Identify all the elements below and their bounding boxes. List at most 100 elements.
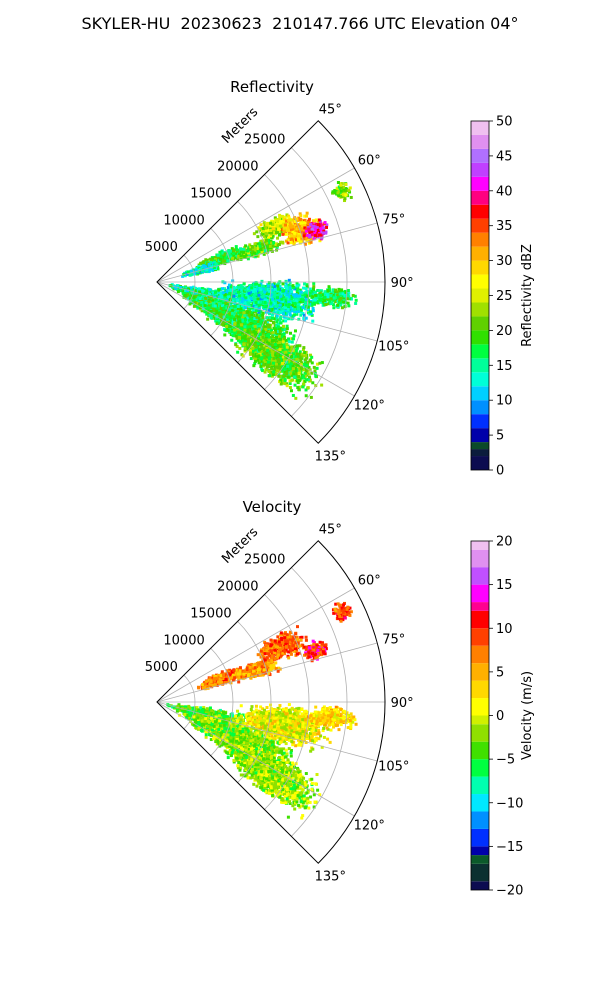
colorbar-tick-label: −15 (496, 840, 523, 855)
echo-cell (256, 625, 308, 662)
colorbar-tick-label: 35 (496, 219, 513, 234)
echo-cell (231, 656, 282, 684)
echo-field (168, 181, 358, 400)
azimuth-tick-label: 135° (315, 449, 346, 464)
colorbar-segment (471, 680, 489, 699)
colorbar-tick-label: 30 (496, 254, 513, 269)
azimuth-tick-label: 90° (391, 276, 414, 291)
colorbar-segment (471, 232, 489, 247)
colorbar-tick-label: 45 (496, 149, 513, 164)
azimuth-tick-label: 60° (358, 573, 381, 588)
colorbar: −20 −15 −10 −5 0 5 10 15 20 Velocity (m/s) (470, 535, 535, 899)
azimuth-tick-label: 105° (378, 339, 409, 354)
echo-cell (214, 278, 322, 323)
colorbar-segment (471, 218, 489, 233)
velocity-panel: Velocity 5000 10000 15000 20000 25000 45° 60° 75… (145, 498, 535, 899)
colorbar-tick-label: 50 (496, 115, 513, 130)
colorbar-segment (471, 330, 489, 345)
echo-cell (303, 285, 358, 310)
echo-cell (302, 218, 329, 241)
colorbar-tick-label: 0 (496, 709, 504, 724)
colorbar-segment (471, 549, 489, 568)
azimuth-spoke (156, 642, 378, 703)
panel-title: Velocity (243, 498, 302, 516)
colorbar-tick-label: 15 (496, 359, 513, 374)
colorbar-segment (471, 386, 489, 401)
range-tick-label: 20000 (217, 580, 258, 595)
colorbar-segment (471, 628, 489, 646)
range-tick-label: 25000 (244, 133, 285, 148)
colorbar-tick-label: 25 (496, 289, 513, 304)
sector-frame (156, 540, 386, 864)
colorbar-segment (471, 663, 489, 681)
colorbar: 0 5 10 15 20 25 30 35 40 45 50 Reflectivity dBZ (470, 115, 535, 479)
azimuth-tick-label: 75° (382, 633, 405, 648)
colorbar-segment (471, 400, 489, 415)
colorbar-segment (471, 190, 489, 205)
colorbar-segment (471, 828, 489, 847)
colorbar-segment (471, 204, 489, 219)
colorbar-segment (471, 645, 489, 664)
colorbar-segment (471, 602, 489, 611)
colorbar-tick-label: 5 (496, 429, 504, 444)
colorbar-segment (471, 428, 489, 443)
azimuth-tick-label: 90° (391, 696, 414, 711)
colorbar-segment (471, 344, 489, 359)
colorbar-segment (471, 567, 489, 585)
colorbar-segment (471, 855, 489, 864)
sector-frame (156, 120, 386, 444)
colorbar-tick-label: −5 (496, 753, 515, 768)
range-tick-label: 15000 (190, 606, 231, 621)
colorbar-segment (471, 881, 489, 890)
colorbar-segment (471, 134, 489, 149)
reflectivity-panel: Reflectivity 5000 10000 15000 20000 25000 45° 6… (145, 78, 535, 479)
colorbar-segment (471, 863, 489, 882)
colorbar-segment (471, 794, 489, 812)
colorbar-tick-label: 40 (496, 184, 513, 199)
azimuth-spoke (156, 587, 355, 703)
azimuth-spoke (156, 701, 355, 817)
colorbar-segment (471, 442, 489, 450)
azimuth-tick-label: 45° (319, 103, 342, 118)
echo-cell (222, 736, 322, 820)
echo-cell (302, 639, 328, 663)
colorbar-tick-label: −20 (496, 884, 523, 899)
colorbar-tick-label: 20 (496, 324, 513, 339)
echo-cell (231, 234, 285, 262)
colorbar-tick-label: 10 (496, 622, 513, 637)
panel-title: Reflectivity (230, 78, 314, 96)
azimuth-spoke (156, 281, 378, 342)
azimuth-tick-label: 75° (382, 213, 405, 228)
colorbar-segment (471, 274, 489, 289)
echo-field (166, 601, 358, 820)
colorbar-segment (471, 610, 489, 629)
echo-cell (331, 601, 353, 623)
azimuth-tick-label: 135° (315, 869, 346, 884)
echo-cell (303, 705, 358, 732)
figure-title: SKYLER-HU 20230623 210147.766 UTC Elevat… (81, 14, 519, 33)
range-tick-label: 20000 (217, 160, 258, 175)
range-tick-label: 5000 (145, 240, 178, 255)
colorbar-segment (471, 414, 489, 429)
colorbar-label: Velocity (m/s) (520, 671, 535, 760)
colorbar-segment (471, 811, 489, 829)
azimuth-spoke (156, 167, 355, 283)
colorbar-segment (471, 260, 489, 275)
colorbar-segment (471, 176, 489, 191)
colorbar-tick-label: 10 (496, 394, 513, 409)
azimuth-tick-label: 120° (354, 399, 385, 414)
echo-cell (234, 703, 336, 753)
colorbar-segment (471, 148, 489, 163)
colorbar-tick-label: −10 (496, 796, 523, 811)
echo-cell (331, 181, 353, 203)
azimuth-tick-label: 105° (378, 759, 409, 774)
azimuth-spoke (156, 701, 378, 762)
colorbar-tick-label: 15 (496, 578, 513, 593)
colorbar-segment (471, 302, 489, 317)
colorbar-segment (471, 724, 489, 742)
colorbar-segment (471, 698, 489, 716)
colorbar-segment (471, 246, 489, 261)
colorbar-segment (471, 162, 489, 177)
colorbar-segment (471, 846, 489, 856)
